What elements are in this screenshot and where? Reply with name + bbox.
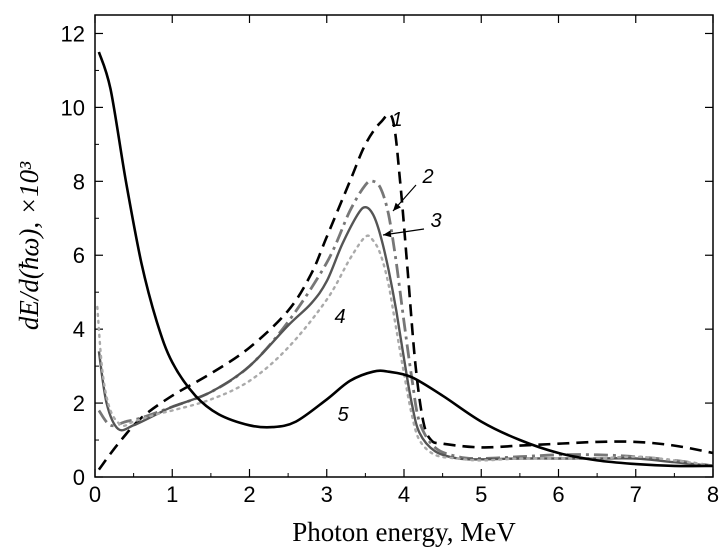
- y-tick-label: 12: [61, 21, 85, 46]
- y-axis-label: dE/d(ħω), ×10³: [14, 161, 44, 330]
- x-tick-label: 5: [475, 482, 487, 507]
- arrowhead-icon: [383, 230, 392, 238]
- curve-label-5: 5: [337, 404, 349, 426]
- curve-label-2: 2: [421, 166, 433, 188]
- x-axis-label: Photon energy, MeV: [292, 517, 516, 547]
- y-tick-label: 2: [73, 391, 85, 416]
- y-tick-label: 10: [61, 95, 85, 120]
- y-tick-label: 0: [73, 465, 85, 490]
- x-tick-label: 2: [243, 482, 255, 507]
- x-tick-label: 0: [89, 482, 101, 507]
- x-tick-label: 1: [166, 482, 178, 507]
- series-5-line: [97, 51, 714, 468]
- data-series: [96, 51, 715, 471]
- y-tick-label: 4: [73, 317, 85, 342]
- series-4-line: [96, 234, 715, 468]
- curve-label-1: 1: [391, 109, 402, 131]
- series-3-line: [97, 205, 714, 468]
- x-tick-label: 8: [707, 482, 719, 507]
- x-tick-label: 3: [321, 482, 333, 507]
- curve-label-3: 3: [430, 210, 441, 232]
- y-tick-label: 6: [73, 243, 85, 268]
- x-tick-label: 6: [552, 482, 564, 507]
- series-2-line: [97, 179, 714, 468]
- curve-label-4: 4: [334, 306, 345, 328]
- series-1-line: [97, 112, 714, 471]
- plot-frame: [94, 14, 714, 478]
- x-tick-label: 4: [398, 482, 410, 507]
- arrowhead-icon: [393, 202, 401, 211]
- curve-labels: 1 2 3 4 5: [334, 109, 441, 426]
- x-tick-label: 7: [630, 482, 642, 507]
- y-tick-label: 8: [73, 169, 85, 194]
